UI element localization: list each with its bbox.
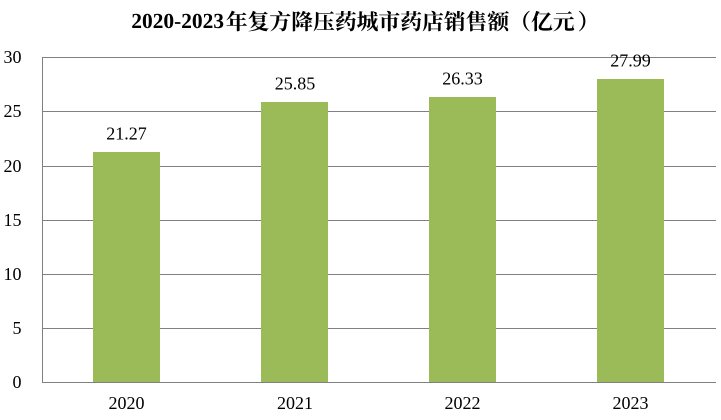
svg-text:5: 5 [13,318,22,338]
svg-text:25: 25 [4,101,22,121]
svg-text:21.27: 21.27 [106,124,147,144]
svg-text:30: 30 [4,47,22,67]
svg-text:0: 0 [13,372,22,392]
svg-text:20: 20 [4,156,22,176]
svg-text:15: 15 [4,210,22,230]
svg-text:2022: 2022 [445,393,481,413]
svg-text:26.33: 26.33 [442,69,483,89]
svg-text:2021: 2021 [277,393,313,413]
svg-text:2020: 2020 [109,393,145,413]
svg-text:27.99: 27.99 [610,51,651,71]
svg-text:2023: 2023 [613,393,649,413]
svg-text:10: 10 [4,264,22,284]
svg-text:25.85: 25.85 [275,74,316,94]
